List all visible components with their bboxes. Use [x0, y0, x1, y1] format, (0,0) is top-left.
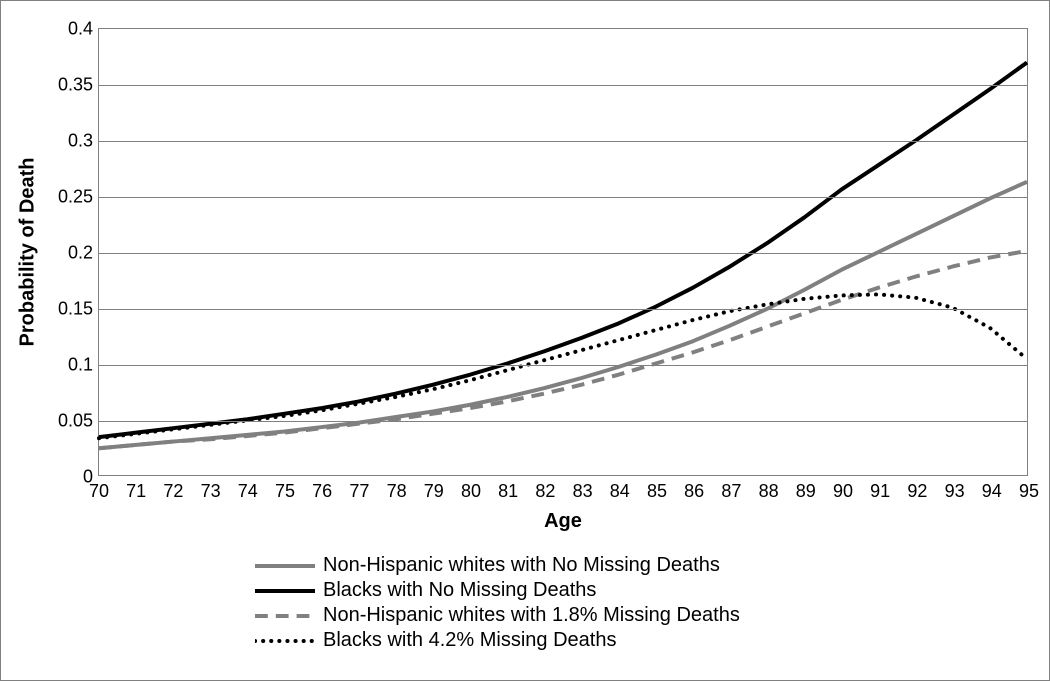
legend-swatch: [255, 556, 315, 576]
x-tick-label: 92: [907, 475, 927, 502]
x-tick-label: 74: [238, 475, 258, 502]
legend-swatch: [255, 606, 315, 626]
y-gridline: [99, 421, 1027, 422]
y-axis-title: Probability of Death: [17, 158, 40, 347]
series-nhw-no-missing: [99, 182, 1027, 448]
legend-item-blacks-no-missing: Blacks with No Missing Deaths: [255, 579, 740, 602]
y-tick-label: 0.25: [58, 187, 99, 208]
x-tick-label: 73: [201, 475, 221, 502]
y-tick-label: 0.05: [58, 411, 99, 432]
x-tick-label: 79: [424, 475, 444, 502]
y-gridline: [99, 141, 1027, 142]
x-tick-label: 77: [349, 475, 369, 502]
x-tick-label: 78: [387, 475, 407, 502]
chart-lines-layer: [99, 29, 1027, 475]
y-tick-label: 0.15: [58, 299, 99, 320]
x-tick-label: 82: [535, 475, 555, 502]
x-tick-label: 95: [1019, 475, 1039, 502]
x-tick-label: 71: [126, 475, 146, 502]
y-gridline: [99, 85, 1027, 86]
y-gridline: [99, 253, 1027, 254]
series-blacks-no-missing: [99, 62, 1027, 437]
x-axis-title: Age: [544, 510, 582, 533]
y-gridline: [99, 197, 1027, 198]
y-tick-label: 0.4: [68, 19, 99, 40]
series-blacks-missing: [99, 294, 1027, 438]
x-tick-label: 81: [498, 475, 518, 502]
chart-container: 00.050.10.150.20.250.30.350.470717273747…: [0, 0, 1050, 681]
x-tick-label: 87: [721, 475, 741, 502]
y-tick-label: 0.1: [68, 355, 99, 376]
x-tick-label: 91: [870, 475, 890, 502]
x-tick-label: 84: [610, 475, 630, 502]
x-tick-label: 90: [833, 475, 853, 502]
legend-item-blacks-missing: Blacks with 4.2% Missing Deaths: [255, 629, 740, 652]
y-tick-label: 0.35: [58, 75, 99, 96]
legend-label: Blacks with 4.2% Missing Deaths: [323, 629, 616, 652]
legend-item-nhw-no-missing: Non-Hispanic whites with No Missing Deat…: [255, 554, 740, 577]
x-tick-label: 86: [684, 475, 704, 502]
x-tick-label: 75: [275, 475, 295, 502]
x-tick-label: 89: [796, 475, 816, 502]
x-tick-label: 93: [945, 475, 965, 502]
legend-label: Non-Hispanic whites with No Missing Deat…: [323, 554, 720, 577]
x-tick-label: 85: [647, 475, 667, 502]
y-gridline: [99, 365, 1027, 366]
legend-label: Non-Hispanic whites with 1.8% Missing De…: [323, 604, 740, 627]
plot-area: 00.050.10.150.20.250.30.350.470717273747…: [98, 28, 1028, 476]
x-tick-label: 94: [982, 475, 1002, 502]
y-gridline: [99, 309, 1027, 310]
legend-item-nhw-missing: Non-Hispanic whites with 1.8% Missing De…: [255, 604, 740, 627]
x-tick-label: 72: [163, 475, 183, 502]
x-tick-label: 83: [573, 475, 593, 502]
y-tick-label: 0.3: [68, 131, 99, 152]
y-tick-label: 0.2: [68, 243, 99, 264]
x-tick-label: 70: [89, 475, 109, 502]
legend-label: Blacks with No Missing Deaths: [323, 579, 596, 602]
x-tick-label: 88: [759, 475, 779, 502]
x-tick-label: 80: [461, 475, 481, 502]
chart-legend: Non-Hispanic whites with No Missing Deat…: [255, 554, 740, 652]
legend-swatch: [255, 631, 315, 651]
legend-swatch: [255, 581, 315, 601]
x-tick-label: 76: [312, 475, 332, 502]
